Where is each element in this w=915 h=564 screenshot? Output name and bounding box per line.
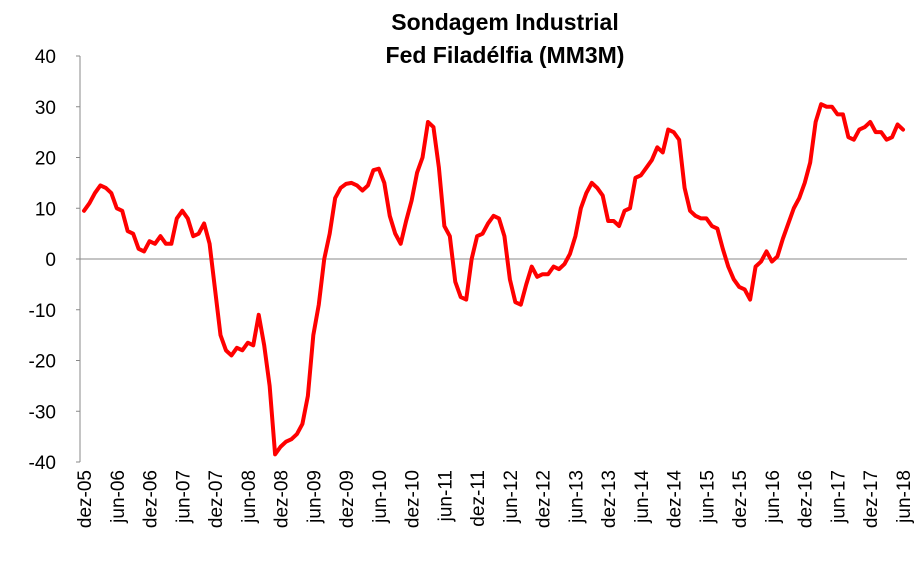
x-tick-label: dez-10 xyxy=(403,470,424,528)
x-tick-label: jun-15 xyxy=(697,470,718,524)
x-tick-label: dez-16 xyxy=(796,470,817,528)
x-tick-label: dez-13 xyxy=(599,470,620,528)
y-tick-label: -40 xyxy=(29,453,56,474)
y-tick-label: -10 xyxy=(29,301,56,322)
y-tick-label: 20 xyxy=(35,149,56,170)
x-tick-label: dez-15 xyxy=(730,470,751,528)
x-tick-label: dez-08 xyxy=(272,470,293,528)
x-tick-label: jun-08 xyxy=(239,470,260,524)
y-tick-label: -20 xyxy=(29,352,56,373)
y-tick-label: 0 xyxy=(45,250,56,271)
x-tick-label: dez-05 xyxy=(75,470,96,528)
x-tick-label: jun-18 xyxy=(894,470,915,524)
x-tick-label: jun-16 xyxy=(763,470,784,524)
x-tick-label: jun-07 xyxy=(173,470,194,524)
x-tick-label: dez-11 xyxy=(468,470,489,527)
x-tick-label: jun-06 xyxy=(108,470,129,524)
y-tick-label: 10 xyxy=(35,199,56,220)
y-tick-label: 40 xyxy=(35,47,56,68)
x-tick-label: jun-11 xyxy=(435,470,456,522)
line-series xyxy=(82,102,905,457)
x-tick-label: dez-09 xyxy=(337,470,358,528)
x-tick-label: jun-12 xyxy=(501,470,522,524)
x-tick-label: jun-17 xyxy=(828,470,849,524)
x-tick-label: dez-07 xyxy=(206,470,227,528)
x-tick-label: jun-09 xyxy=(304,470,325,524)
x-tick-label: dez-06 xyxy=(141,470,162,528)
x-tick-label: dez-17 xyxy=(861,470,882,528)
x-tick-label: dez-12 xyxy=(534,470,555,528)
x-tick-label: jun-14 xyxy=(632,470,653,524)
x-tick-label: dez-14 xyxy=(665,470,686,529)
chart-title: Fed Filadélfia (MM3M) xyxy=(386,42,625,68)
y-tick-label: 30 xyxy=(35,98,56,119)
y-tick-label: -30 xyxy=(29,402,56,423)
chart-title: Sondagem Industrial xyxy=(391,9,618,35)
x-tick-label: jun-13 xyxy=(566,470,587,524)
x-tick-label: jun-10 xyxy=(370,470,391,524)
